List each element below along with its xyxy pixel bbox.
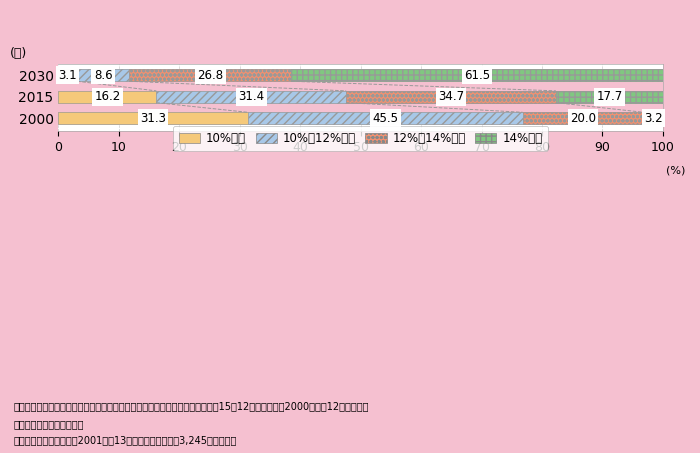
- Bar: [58, 69, 77, 81]
- Text: 省統計局「国勢調査」: 省統計局「国勢調査」: [14, 419, 85, 429]
- Bar: [58, 112, 248, 124]
- Bar: [291, 69, 663, 81]
- Text: (年): (年): [10, 47, 27, 60]
- Text: 17.7: 17.7: [596, 90, 622, 103]
- Text: 16.2: 16.2: [94, 90, 120, 103]
- Bar: [556, 91, 663, 103]
- Bar: [556, 91, 663, 103]
- Text: 45.5: 45.5: [372, 112, 398, 125]
- Bar: [129, 69, 291, 81]
- Text: 61.5: 61.5: [464, 69, 490, 82]
- Bar: [156, 91, 346, 103]
- Text: 26.8: 26.8: [197, 69, 223, 82]
- Bar: [58, 112, 248, 124]
- Text: 61.5: 61.5: [464, 69, 490, 82]
- Bar: [346, 91, 556, 103]
- Bar: [248, 112, 523, 124]
- Text: 45.5: 45.5: [372, 112, 398, 125]
- Bar: [156, 91, 346, 103]
- Bar: [291, 69, 663, 81]
- Text: 31.3: 31.3: [140, 112, 166, 125]
- Bar: [643, 112, 663, 124]
- Text: 34.7: 34.7: [438, 90, 464, 103]
- Text: 16.2: 16.2: [94, 90, 120, 103]
- Text: 3.2: 3.2: [644, 112, 663, 125]
- Text: 31.3: 31.3: [140, 112, 166, 125]
- Bar: [77, 69, 129, 81]
- Bar: [58, 69, 77, 81]
- Bar: [129, 69, 291, 81]
- Bar: [58, 91, 156, 103]
- Bar: [523, 112, 643, 124]
- Bar: [643, 112, 663, 124]
- Text: (%): (%): [666, 165, 685, 175]
- Text: 3.1: 3.1: [59, 69, 77, 82]
- Text: 31.4: 31.4: [238, 90, 265, 103]
- Text: 20.0: 20.0: [570, 112, 596, 125]
- Bar: [523, 112, 643, 124]
- Bar: [77, 69, 129, 81]
- Text: 3.2: 3.2: [644, 112, 663, 125]
- Text: 31.4: 31.4: [238, 90, 265, 103]
- Legend: 10%未満, 10%～12%未満, 12%～14%未満, 14%以上: 10%未満, 10%～12%未満, 12%～14%未満, 14%以上: [173, 126, 548, 151]
- Text: 34.7: 34.7: [438, 90, 464, 103]
- Text: 17.7: 17.7: [596, 90, 622, 103]
- Text: 資料：国立社会保障・人口問題研究所「日本の市区町村別将来推計人口（平成15年12月推計）」。2000（平成12）年は総務: 資料：国立社会保障・人口問題研究所「日本の市区町村別将来推計人口（平成15年12…: [14, 401, 370, 411]
- Text: 8.6: 8.6: [94, 69, 113, 82]
- Bar: [248, 112, 523, 124]
- Bar: [346, 91, 556, 103]
- Text: 8.6: 8.6: [94, 69, 113, 82]
- Text: 20.0: 20.0: [570, 112, 596, 125]
- Bar: [58, 91, 156, 103]
- Text: 26.8: 26.8: [197, 69, 223, 82]
- Text: 3.1: 3.1: [59, 69, 77, 82]
- Text: 注：市区町村の領域は2001（年13）年のものを基準（3,245自治体）。: 注：市区町村の領域は2001（年13）年のものを基準（3,245自治体）。: [14, 435, 237, 445]
